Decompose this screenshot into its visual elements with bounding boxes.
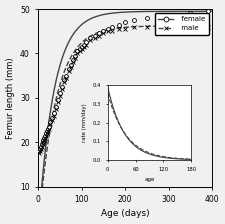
X-axis label: Age (days): Age (days) [101,209,149,218]
Legend:  female,  male: female, male [155,13,209,35]
Y-axis label: Femur length (mm): Femur length (mm) [6,57,15,139]
